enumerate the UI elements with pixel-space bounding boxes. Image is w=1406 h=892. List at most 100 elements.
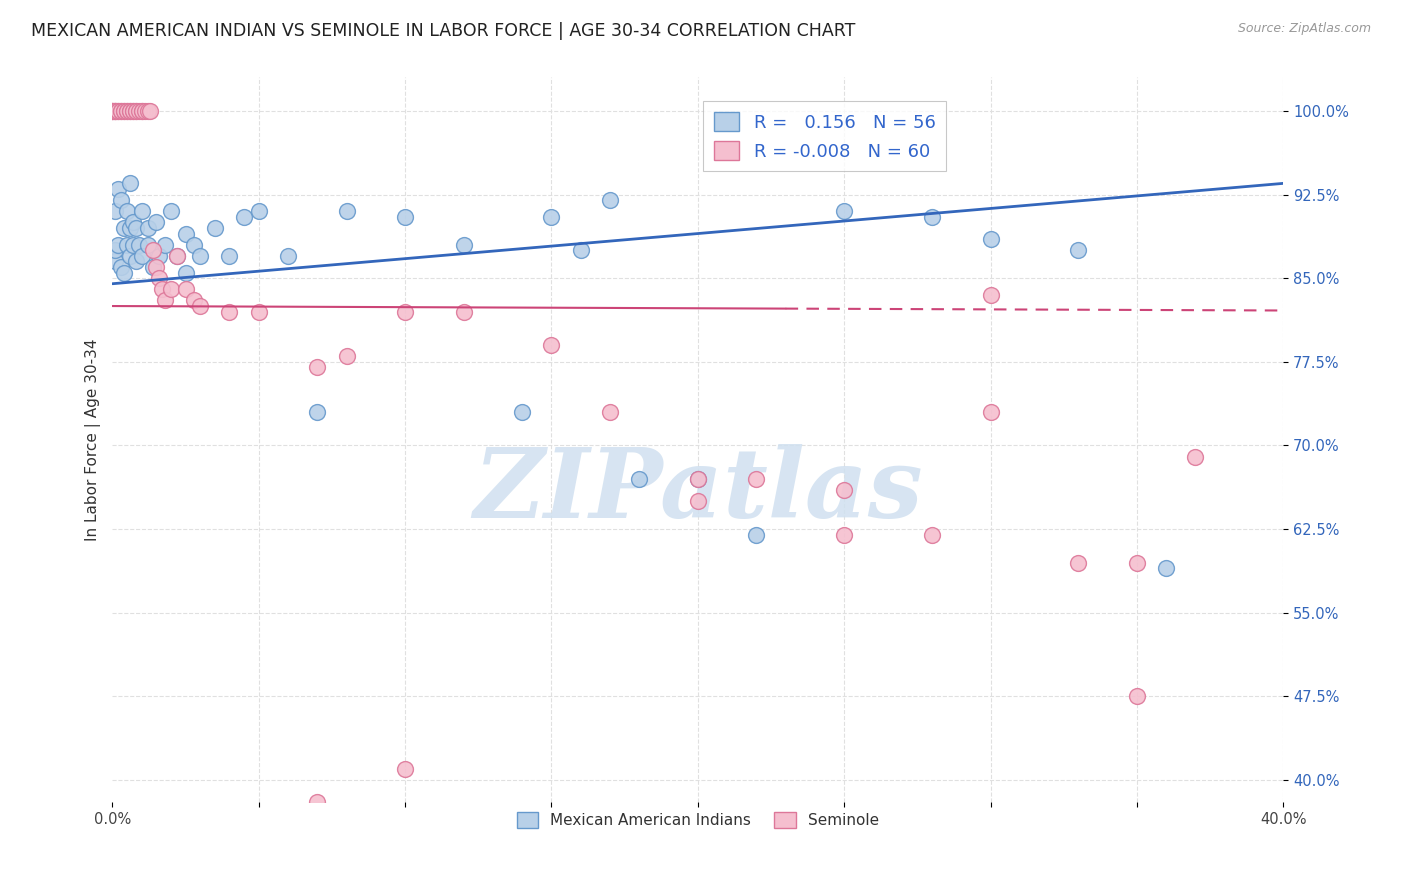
Point: [128, 237, 150, 252]
Point: [104, 244, 127, 258]
Point: [979, 232, 1001, 246]
Point: [122, 237, 145, 252]
Point: [166, 249, 188, 263]
Point: [115, 204, 138, 219]
Point: [131, 204, 153, 219]
Point: [335, 349, 357, 363]
Point: [453, 304, 475, 318]
Point: [599, 405, 621, 419]
Point: [686, 494, 709, 508]
Point: [188, 249, 211, 263]
Point: [745, 527, 768, 541]
Point: [112, 221, 135, 235]
Point: [540, 338, 562, 352]
Point: [307, 360, 329, 375]
Point: [104, 254, 127, 268]
Point: [628, 472, 651, 486]
Point: [218, 249, 240, 263]
Point: [122, 215, 145, 229]
Point: [160, 204, 183, 219]
Point: [1184, 450, 1206, 464]
Point: [364, 817, 387, 831]
Text: MEXICAN AMERICAN INDIAN VS SEMINOLE IN LABOR FORCE | AGE 30-34 CORRELATION CHART: MEXICAN AMERICAN INDIAN VS SEMINOLE IN L…: [31, 22, 855, 40]
Point: [745, 472, 768, 486]
Point: [1154, 561, 1177, 575]
Y-axis label: In Labor Force | Age 30-34: In Labor Force | Age 30-34: [86, 339, 101, 541]
Point: [125, 221, 148, 235]
Point: [107, 182, 129, 196]
Point: [136, 237, 159, 252]
Point: [110, 103, 132, 118]
Point: [540, 210, 562, 224]
Legend: Mexican American Indians, Seminole: Mexican American Indians, Seminole: [510, 805, 884, 835]
Point: [174, 282, 197, 296]
Point: [110, 260, 132, 274]
Point: [136, 221, 159, 235]
Point: [569, 244, 592, 258]
Point: [921, 210, 943, 224]
Point: [112, 103, 135, 118]
Point: [142, 260, 165, 274]
Point: [335, 204, 357, 219]
Point: [107, 103, 129, 118]
Point: [832, 527, 855, 541]
Point: [104, 103, 127, 118]
Point: [104, 103, 127, 118]
Point: [107, 103, 129, 118]
Point: [125, 103, 148, 118]
Point: [247, 304, 270, 318]
Point: [394, 762, 416, 776]
Point: [160, 282, 183, 296]
Point: [247, 204, 270, 219]
Point: [510, 405, 533, 419]
Point: [101, 103, 124, 118]
Point: [921, 527, 943, 541]
Point: [174, 227, 197, 241]
Point: [150, 282, 173, 296]
Point: [979, 405, 1001, 419]
Point: [307, 795, 329, 809]
Point: [394, 304, 416, 318]
Point: [832, 204, 855, 219]
Point: [599, 193, 621, 207]
Point: [145, 260, 167, 274]
Point: [832, 483, 855, 497]
Point: [125, 103, 148, 118]
Text: ZIPatlas: ZIPatlas: [472, 443, 922, 538]
Point: [128, 103, 150, 118]
Point: [134, 103, 156, 118]
Point: [139, 103, 162, 118]
Point: [1067, 556, 1090, 570]
Point: [183, 237, 205, 252]
Point: [112, 266, 135, 280]
Point: [1126, 556, 1149, 570]
Point: [174, 266, 197, 280]
Point: [122, 103, 145, 118]
Point: [122, 103, 145, 118]
Point: [115, 237, 138, 252]
Point: [188, 299, 211, 313]
Point: [118, 177, 141, 191]
Point: [101, 103, 124, 118]
Point: [110, 103, 132, 118]
Point: [125, 254, 148, 268]
Point: [107, 237, 129, 252]
Point: [1126, 690, 1149, 704]
Point: [394, 210, 416, 224]
Point: [101, 103, 124, 118]
Point: [540, 817, 562, 831]
Point: [104, 204, 127, 219]
Point: [453, 237, 475, 252]
Point: [166, 249, 188, 263]
Point: [118, 249, 141, 263]
Point: [153, 293, 176, 308]
Point: [153, 237, 176, 252]
Point: [104, 103, 127, 118]
Point: [233, 210, 256, 224]
Point: [979, 288, 1001, 302]
Point: [142, 244, 165, 258]
Point: [307, 405, 329, 419]
Point: [204, 221, 226, 235]
Point: [148, 271, 170, 285]
Point: [218, 304, 240, 318]
